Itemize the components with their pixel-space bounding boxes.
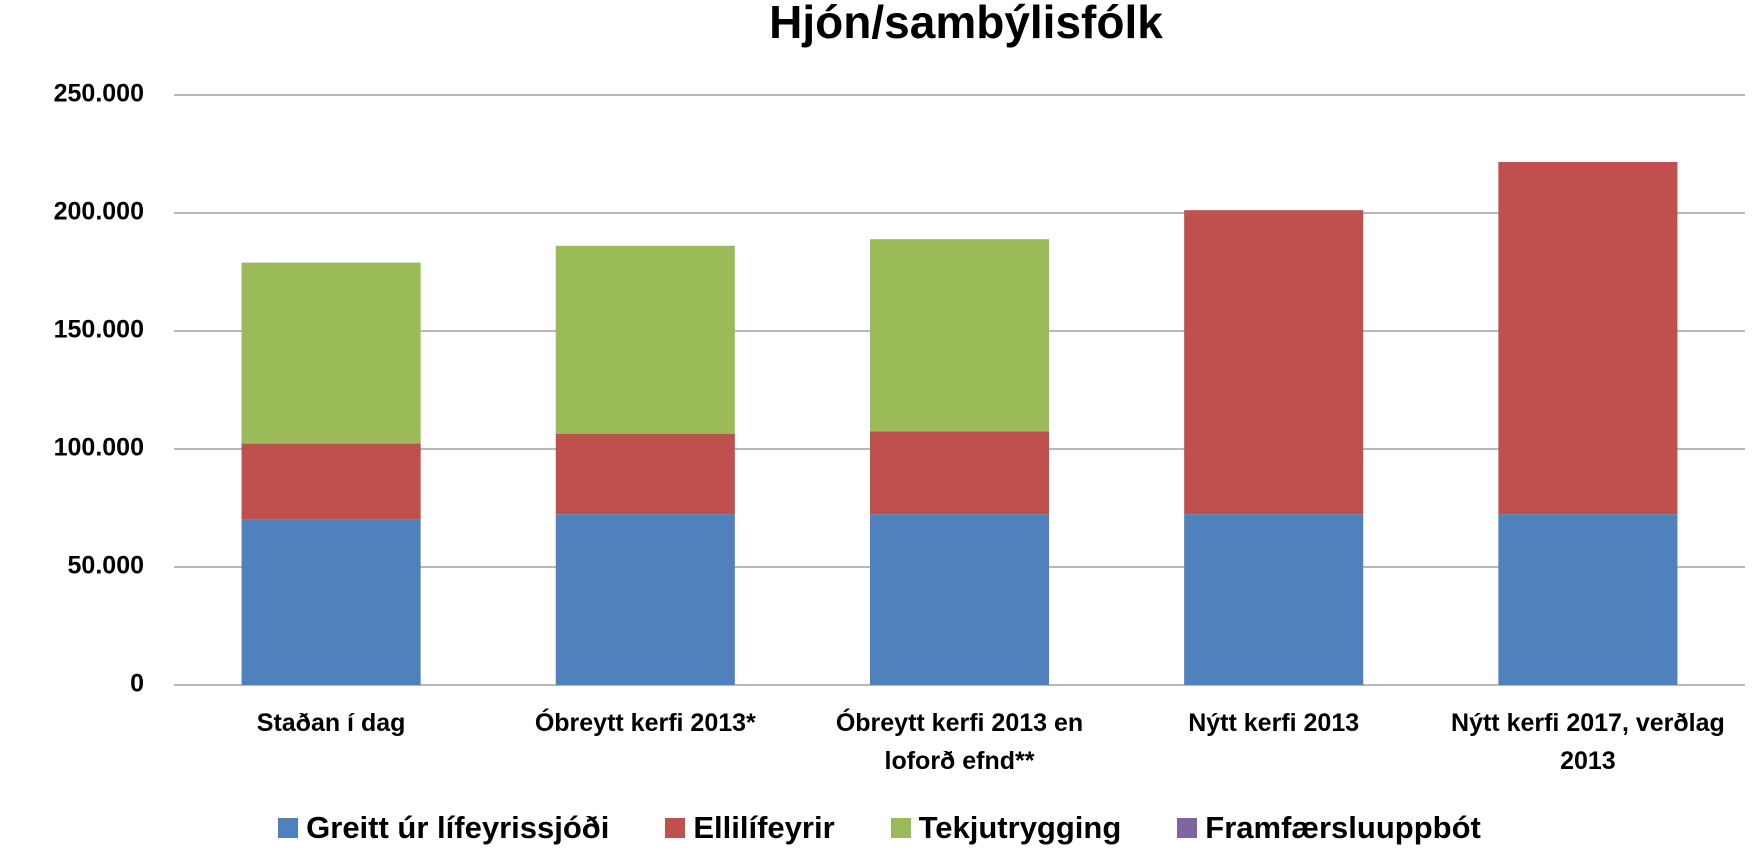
x-tick-label: Nýtt kerfi 2017, verðlag 2013 [1451, 709, 1725, 775]
bar-segment [869, 239, 1050, 432]
x-tick-label: Staðan í dag [256, 709, 406, 737]
bar-segment [241, 519, 421, 685]
legend-swatch [665, 818, 686, 838]
bar-segment [1498, 162, 1678, 515]
legend: Greitt úr lífeyrissjóði Ellilífeyrir Tekju… [0, 810, 1759, 846]
bar-segment [241, 262, 421, 444]
x-tick-label: Nýtt kerfi 2013 [1188, 709, 1360, 737]
legend-label: Framfærsluuppbót [1205, 810, 1481, 845]
bar-segment [869, 431, 1050, 515]
legend-label: Tekjutrygging [918, 810, 1122, 845]
x-tick-label: Óbreytt kerfi 2013* [534, 709, 756, 737]
y-tick-label: 0 [130, 670, 144, 698]
x-tick-label: Óbreytt kerfi 2013 en loforð efnd** [835, 709, 1084, 775]
legend-label: Ellilífeyrir [693, 810, 835, 845]
chart-title: Hjón/sambýlisfólk [769, 0, 1163, 48]
legend-swatch [278, 818, 299, 838]
y-tick-label: 200.000 [54, 198, 144, 226]
legend-item: Tekjutrygging [890, 810, 1122, 846]
bar-segment [555, 245, 735, 434]
bar-segment [1184, 210, 1364, 515]
bar-segment [241, 443, 421, 520]
legend-swatch [890, 818, 911, 838]
y-tick-label: 250.000 [54, 80, 144, 108]
bar-segment [869, 514, 1050, 685]
bar-segment [1498, 514, 1678, 685]
y-tick-label: 100.000 [54, 434, 144, 462]
y-tick-label: 150.000 [54, 316, 144, 344]
legend-swatch [1177, 818, 1198, 838]
legend-item: Framfærsluuppbót [1177, 810, 1481, 846]
y-tick-label: 50.000 [68, 552, 144, 580]
bar-segment [555, 514, 735, 685]
legend-item: Ellilífeyrir [665, 810, 835, 846]
legend-label: Greitt úr lífeyrissjóði [306, 810, 610, 845]
bar-segment [555, 433, 735, 515]
bar-segment [1184, 514, 1364, 685]
legend-item: Greitt úr lífeyrissjóði [278, 810, 609, 846]
